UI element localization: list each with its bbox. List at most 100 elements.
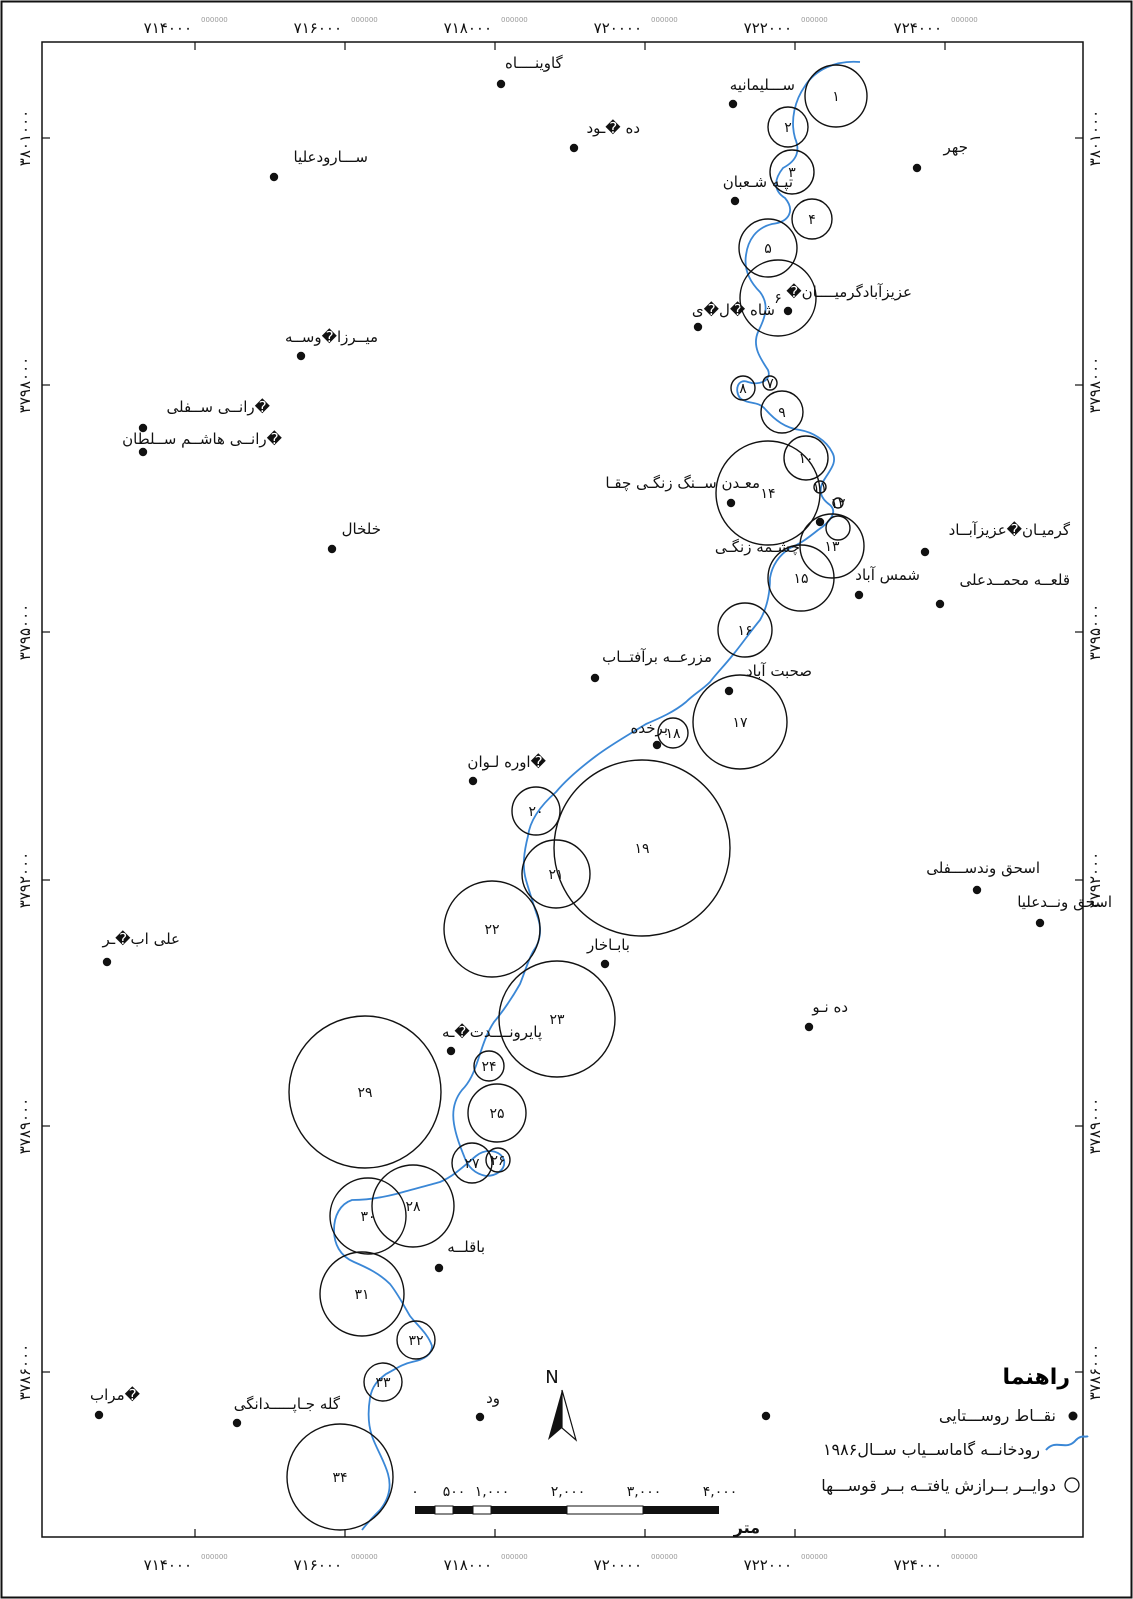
village-label: ســـلیمانیه bbox=[730, 76, 795, 94]
village-label: جهر bbox=[943, 138, 968, 156]
village-point-icon bbox=[854, 590, 864, 600]
village-label: ده نـو bbox=[811, 998, 848, 1016]
x-tick-top-suffix: 000000 bbox=[951, 16, 978, 24]
village-point-icon bbox=[935, 599, 945, 609]
scale-label: ۴,۰۰۰ bbox=[703, 1484, 738, 1500]
circle-label: ۳۱ bbox=[354, 1287, 369, 1303]
circle-label: ۲۵ bbox=[489, 1106, 504, 1122]
fitted-circle bbox=[473, 1050, 505, 1082]
circle-label: ۲۰ bbox=[528, 804, 543, 820]
x-tick-top: ۷۲۴۰۰۰ bbox=[894, 19, 942, 37]
x-tick-top: ۷۱۶۰۰۰ bbox=[294, 19, 342, 37]
village-label: برخده bbox=[631, 719, 668, 737]
fitted-circle bbox=[730, 375, 756, 401]
circle-label: ۲۷ bbox=[464, 1156, 480, 1172]
circle-label: ۱۴ bbox=[760, 486, 775, 502]
y-tick-right: ۳۷۸۹۰۰۰ bbox=[1086, 1098, 1104, 1154]
fitted-circle bbox=[767, 106, 809, 148]
village-point-icon bbox=[475, 1412, 485, 1422]
circle-label: ۳۲ bbox=[408, 1333, 423, 1349]
village-point-icon bbox=[569, 143, 579, 153]
legend-point-icon bbox=[1068, 1411, 1078, 1421]
circle-label: ۱۹ bbox=[634, 841, 649, 857]
circle-label: ۱۵ bbox=[793, 571, 808, 587]
village-label: اسحق ونــدعلیا bbox=[1017, 893, 1112, 911]
village-point-icon bbox=[590, 673, 600, 683]
village-label: پایرونــــدت�ـه bbox=[442, 1023, 542, 1042]
legend-item-circles: دوایــر بــرازش یافتــه بــر قوســـها bbox=[821, 1476, 1056, 1496]
village-point-icon bbox=[652, 740, 662, 750]
y-tick-left: ۳۷۹۵۰۰۰ bbox=[16, 604, 34, 660]
x-tick-top: ۷۱۴۰۰۰ bbox=[144, 19, 192, 37]
fitted-circle bbox=[692, 674, 788, 770]
fitted-circle bbox=[767, 544, 835, 612]
legend-circle-icon bbox=[1064, 1477, 1080, 1493]
circle-label: ۶ bbox=[774, 291, 782, 307]
fitted-circles: ۱۲۳۴۵۶۷۸۹۱۰۱۱۱۲۱۴۱۳۱۵۱۶۱۸۱۷۱۹۲۰۲۱۲۲۲۳۲۴۲… bbox=[286, 64, 868, 1531]
village-point-icon bbox=[496, 79, 506, 89]
village-label: ود bbox=[486, 1389, 500, 1407]
village-label: تپـه شـعبان bbox=[723, 173, 793, 192]
circle-label: ۴ bbox=[808, 212, 816, 228]
x-tick-top: ۷۲۲۰۰۰ bbox=[744, 19, 792, 37]
x-tick-bottom-suffix: 000000 bbox=[651, 1553, 678, 1561]
village-label: ده �ـود bbox=[586, 119, 640, 137]
scale-label: ۰ bbox=[411, 1484, 419, 1500]
y-tick-left: ۳۷۹۲۰۰۰ bbox=[16, 852, 34, 908]
x-tick-top-suffix: 000000 bbox=[351, 16, 378, 24]
legend-river-icon bbox=[1045, 1435, 1089, 1451]
village-label: قلعــه محمــدعلی bbox=[960, 571, 1070, 589]
fitted-circle bbox=[791, 198, 833, 240]
village-point-icon bbox=[1035, 918, 1045, 928]
village-label: معـدن ســنگ زنگـی چقـا bbox=[605, 474, 760, 492]
circle-label: ۹ bbox=[778, 405, 786, 421]
circle-label: ۲ bbox=[784, 120, 792, 136]
village-point-icon bbox=[920, 547, 930, 557]
circle-label: ۸ bbox=[739, 381, 747, 397]
x-tick-bottom: ۷۱۶۰۰۰ bbox=[294, 1556, 342, 1574]
village-point-icon bbox=[726, 498, 736, 508]
x-tick-top: ۷۲۰۰۰۰ bbox=[594, 19, 642, 37]
village-point-icon bbox=[730, 196, 740, 206]
north-arrow: N bbox=[545, 1367, 578, 1442]
circle-label: ۲۲ bbox=[484, 922, 499, 938]
village-label: رانــی هاشــم ســلطان� bbox=[122, 430, 282, 448]
fitted-circle bbox=[783, 435, 829, 481]
village-point-icon bbox=[728, 99, 738, 109]
y-tick-right: ۳۸۰۱۰۰۰ bbox=[1086, 110, 1104, 166]
village-point-icon bbox=[724, 686, 734, 696]
village-point-icon bbox=[138, 447, 148, 457]
x-tick-top-suffix: 000000 bbox=[801, 16, 828, 24]
river-layer bbox=[333, 60, 861, 1531]
fitted-circle bbox=[832, 497, 844, 509]
x-tick-bottom: ۷۱۸۰۰۰ bbox=[444, 1556, 492, 1574]
fitted-circle bbox=[717, 602, 773, 658]
river-gamasiab-1986 bbox=[333, 60, 861, 1531]
fitted-circle bbox=[319, 1251, 405, 1337]
circle-label: ۱۲ bbox=[830, 496, 845, 512]
legend: راهنما نقــاط روســـتایی رودخانــه گاماس… bbox=[821, 1365, 1089, 1496]
village-point-icon bbox=[446, 1046, 456, 1056]
village-label: چشـمه زنگـی bbox=[715, 538, 800, 556]
village-label: مزرعــه برآفتــاب bbox=[602, 648, 712, 666]
circle-label: ۳۰ bbox=[360, 1209, 375, 1225]
circle-label: ۲۶ bbox=[490, 1153, 505, 1169]
circle-label: ۷ bbox=[766, 376, 774, 392]
village-label: مراب� bbox=[90, 1386, 141, 1404]
fitted-circle bbox=[799, 513, 865, 579]
circle-label: ۳ bbox=[788, 165, 796, 181]
fitted-circle bbox=[715, 440, 821, 546]
village-point-icon bbox=[434, 1263, 444, 1273]
x-tick-top-suffix: 000000 bbox=[651, 16, 678, 24]
scale-label: ۲,۰۰۰ bbox=[551, 1484, 586, 1500]
village-point-icon bbox=[761, 1411, 771, 1421]
x-tick-top: ۷۱۸۰۰۰ bbox=[444, 19, 492, 37]
scale-label: ۳,۰۰۰ bbox=[627, 1484, 662, 1500]
scale-bar: ۰ ۵۰۰ ۱,۰۰۰ ۲,۰۰۰ ۳,۰۰۰ ۴,۰۰۰ متر bbox=[411, 1484, 760, 1537]
village-label: �عزیزآبادگرمیــــان bbox=[786, 283, 912, 301]
village-label: اسحق وندســـفلی bbox=[926, 859, 1040, 877]
village-label: میــرزا�وســه bbox=[285, 328, 378, 346]
village-point-icon bbox=[94, 1410, 104, 1420]
fitted-circle bbox=[825, 515, 851, 541]
circle-label: ۳۳ bbox=[375, 1375, 391, 1391]
